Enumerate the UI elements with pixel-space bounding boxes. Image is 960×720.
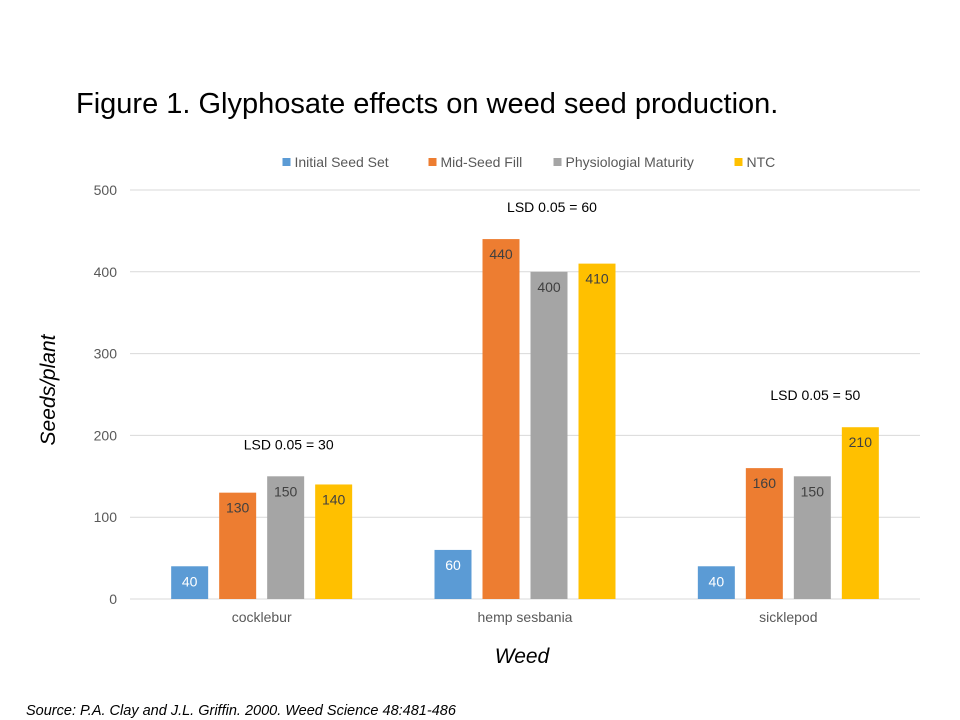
chart-title: Figure 1. Glyphosate effects on weed see… xyxy=(76,88,779,120)
y-tick-label: 300 xyxy=(94,346,118,362)
y-tick-label: 400 xyxy=(94,264,118,280)
bar-data-label: 400 xyxy=(537,279,561,295)
bar-physiologial-maturity-cocklebur xyxy=(267,476,305,599)
x-tick-label: sicklepod xyxy=(759,609,817,625)
bar-data-label: 60 xyxy=(445,557,461,573)
bar-ntc-cocklebur xyxy=(315,484,353,599)
x-tick-label: cocklebur xyxy=(232,609,292,625)
bar-mid-seed-fill-sicklepod xyxy=(745,468,783,599)
bar-data-label: 410 xyxy=(585,271,609,287)
bar-initial-seed-set-sicklepod xyxy=(697,566,735,599)
bar-data-label: 40 xyxy=(182,573,198,589)
bar-data-label: 160 xyxy=(753,475,777,491)
bar-physiologial-maturity-sicklepod xyxy=(793,476,831,599)
bar-physiologial-maturity-hemp-sesbania xyxy=(530,271,568,599)
x-tick-label: hemp sesbania xyxy=(478,609,573,625)
lsd-annotation: LSD 0.05 = 30 xyxy=(244,436,334,452)
lsd-annotation: LSD 0.05 = 60 xyxy=(507,199,597,215)
bars xyxy=(171,239,879,599)
legend-label: NTC xyxy=(747,154,776,170)
legend-label: Physiologial Maturity xyxy=(566,154,694,170)
bar-mid-seed-fill-hemp-sesbania xyxy=(482,239,520,599)
legend-swatch xyxy=(428,158,437,166)
annotations: LSD 0.05 = 30 LSD 0.05 = 60 LSD 0.05 = 50 xyxy=(244,199,861,452)
y-axis-ticks: 0 100 200 300 400 500 xyxy=(94,182,118,607)
bar-ntc-hemp-sesbania xyxy=(578,263,616,599)
y-axis-label: Seeds/plant xyxy=(37,333,60,445)
grid-lines xyxy=(130,189,920,600)
legend-swatch xyxy=(734,158,743,166)
source-citation: Source: P.A. Clay and J.L. Griffin. 2000… xyxy=(26,703,456,719)
legend-swatch xyxy=(553,158,562,166)
y-tick-label: 100 xyxy=(94,509,118,525)
legend-label: Initial Seed Set xyxy=(295,154,389,170)
bar-data-labels: 40 130 150 140 60 440 400 410 40 160 150 210 xyxy=(182,246,872,589)
bar-data-label: 140 xyxy=(322,491,346,507)
bar-data-label: 150 xyxy=(801,483,825,499)
bar-data-label: 210 xyxy=(849,434,873,450)
x-axis-ticks: cocklebur hemp sesbania sicklepod xyxy=(232,609,818,625)
lsd-annotation: LSD 0.05 = 50 xyxy=(770,387,860,403)
legend-swatch xyxy=(282,158,291,166)
legend-label: Mid-Seed Fill xyxy=(441,154,523,170)
bar-mid-seed-fill-cocklebur xyxy=(219,492,257,599)
x-axis-label: Weed xyxy=(495,645,551,668)
bar-ntc-sicklepod xyxy=(841,427,879,599)
bar-data-label: 150 xyxy=(274,483,298,499)
bar-data-label: 440 xyxy=(489,246,513,262)
legend: Initial Seed Set Mid-Seed Fill Physiologia… xyxy=(282,154,776,170)
bar-data-label: 40 xyxy=(709,573,725,589)
bar-initial-seed-set-hemp-sesbania xyxy=(434,549,472,599)
y-tick-label: 500 xyxy=(94,182,118,198)
bar-data-label: 130 xyxy=(226,500,250,516)
y-tick-label: 0 xyxy=(109,591,117,607)
y-tick-label: 200 xyxy=(94,427,118,443)
bar-initial-seed-set-cocklebur xyxy=(171,566,209,599)
